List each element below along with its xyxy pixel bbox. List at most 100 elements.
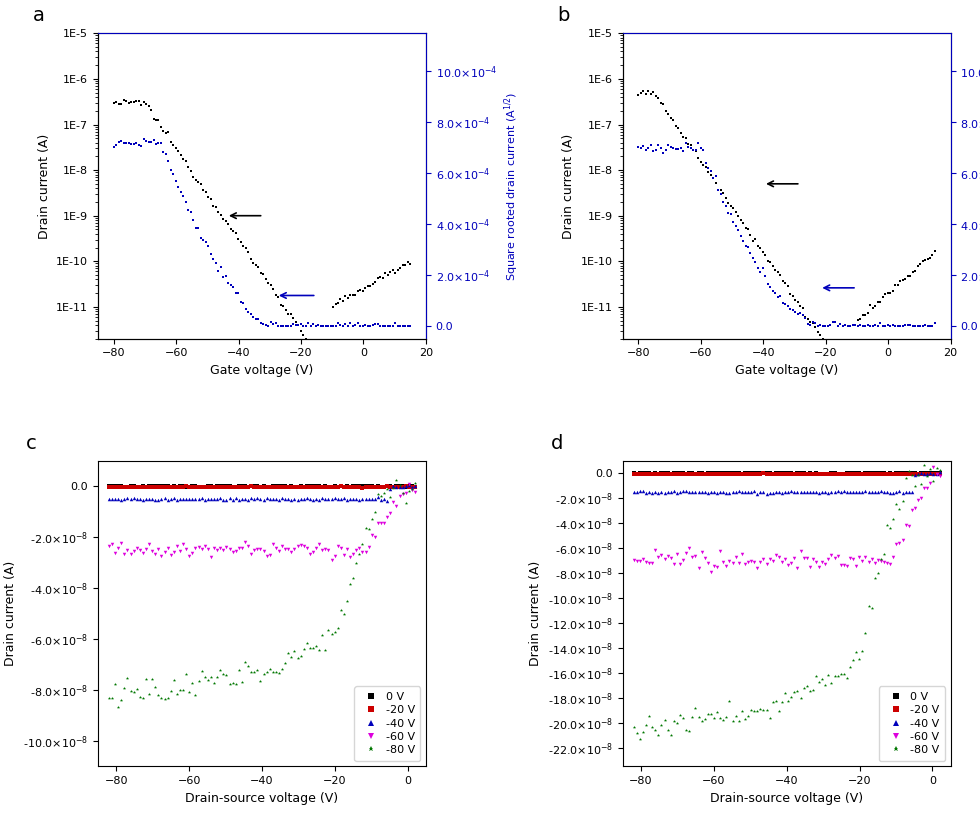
-80 V — [387, 483, 399, 493]
-40 V — [381, 496, 393, 506]
-60 V — [813, 562, 825, 572]
-20 V — [387, 482, 399, 492]
-40 V — [162, 495, 173, 505]
-40 V — [912, 470, 924, 480]
Y-axis label: Square rooted drain current (A$^{1/2}$): Square rooted drain current (A$^{1/2}$) — [503, 92, 521, 281]
-40 V — [699, 487, 710, 497]
-60 V — [789, 553, 801, 563]
0 V — [628, 468, 640, 478]
-80 V — [934, 465, 946, 475]
-80 V — [288, 646, 300, 656]
-40 V — [261, 493, 272, 503]
0 V — [174, 481, 186, 491]
-40 V — [934, 466, 946, 476]
-60 V — [403, 479, 415, 489]
-20 V — [934, 469, 946, 479]
-60 V — [174, 546, 186, 556]
-60 V — [628, 555, 640, 565]
-80 V — [628, 721, 640, 731]
-20 V — [813, 469, 825, 479]
Line: -80 V: -80 V — [632, 463, 942, 741]
-60 V — [912, 495, 924, 505]
-20 V — [285, 481, 297, 491]
Line: -60 V: -60 V — [632, 465, 942, 574]
-80 V — [264, 664, 275, 674]
0 V — [391, 481, 403, 491]
0 V — [915, 468, 927, 478]
-40 V — [686, 487, 698, 497]
-60 V — [705, 566, 716, 576]
-60 V — [699, 552, 710, 562]
Y-axis label: Drain current (A): Drain current (A) — [5, 561, 18, 666]
-80 V — [409, 477, 420, 487]
-80 V — [391, 475, 403, 485]
X-axis label: Drain-source voltage (V): Drain-source voltage (V) — [710, 791, 863, 805]
Text: a: a — [32, 6, 44, 25]
-80 V — [813, 677, 825, 687]
0 V — [909, 468, 921, 478]
-40 V — [409, 481, 420, 491]
0 V — [934, 468, 946, 478]
-60 V — [686, 552, 698, 562]
0 V — [810, 468, 822, 478]
Y-axis label: Drain current (A): Drain current (A) — [37, 133, 51, 239]
-20 V — [915, 469, 927, 479]
Line: 0 V: 0 V — [107, 484, 416, 489]
-20 V — [686, 469, 698, 479]
-20 V — [162, 482, 173, 492]
Text: b: b — [557, 6, 569, 25]
-20 V — [357, 482, 368, 492]
-80 V — [103, 693, 115, 703]
-20 V — [103, 482, 115, 492]
0 V — [888, 469, 900, 479]
0 V — [699, 469, 710, 479]
-20 V — [400, 481, 412, 491]
-80 V — [177, 686, 189, 696]
0 V — [264, 481, 275, 491]
-80 V — [400, 498, 412, 508]
-80 V — [789, 687, 801, 697]
-60 V — [921, 483, 933, 493]
0 V — [341, 481, 353, 491]
-20 V — [409, 481, 420, 491]
-40 V — [628, 487, 640, 497]
Line: -80 V: -80 V — [107, 478, 416, 708]
-60 V — [409, 486, 420, 496]
-20 V — [261, 482, 272, 492]
-40 V — [397, 482, 409, 492]
-40 V — [789, 487, 801, 497]
-40 V — [103, 494, 115, 504]
Line: -40 V: -40 V — [107, 483, 416, 502]
Y-axis label: Drain current (A): Drain current (A) — [563, 133, 575, 239]
X-axis label: Gate voltage (V): Gate voltage (V) — [735, 364, 838, 377]
-80 V — [165, 686, 176, 696]
0 V — [229, 482, 241, 492]
-60 V — [325, 555, 337, 565]
-60 V — [934, 471, 946, 481]
Line: -20 V: -20 V — [107, 485, 416, 489]
0 V — [409, 481, 420, 491]
-80 V — [634, 734, 646, 744]
-40 V — [760, 489, 772, 499]
0 V — [288, 481, 300, 491]
Y-axis label: Drain current (A): Drain current (A) — [529, 561, 542, 666]
0 V — [686, 468, 698, 478]
Line: 0 V: 0 V — [632, 471, 942, 476]
0 V — [162, 481, 173, 491]
-60 V — [162, 543, 173, 553]
-20 V — [628, 469, 640, 479]
-20 V — [924, 469, 936, 479]
-40 V — [921, 469, 933, 479]
Line: -20 V: -20 V — [632, 471, 942, 476]
Legend: 0 V, -20 V, -40 V, -60 V, -80 V: 0 V, -20 V, -40 V, -60 V, -80 V — [355, 686, 420, 761]
Line: -60 V: -60 V — [107, 482, 416, 561]
-60 V — [261, 551, 272, 561]
-80 V — [918, 460, 930, 470]
0 V — [785, 468, 797, 478]
-80 V — [113, 701, 124, 711]
Text: c: c — [25, 434, 36, 452]
-20 V — [789, 469, 801, 479]
-80 V — [702, 709, 713, 719]
-20 V — [174, 481, 186, 491]
-20 V — [699, 469, 710, 479]
